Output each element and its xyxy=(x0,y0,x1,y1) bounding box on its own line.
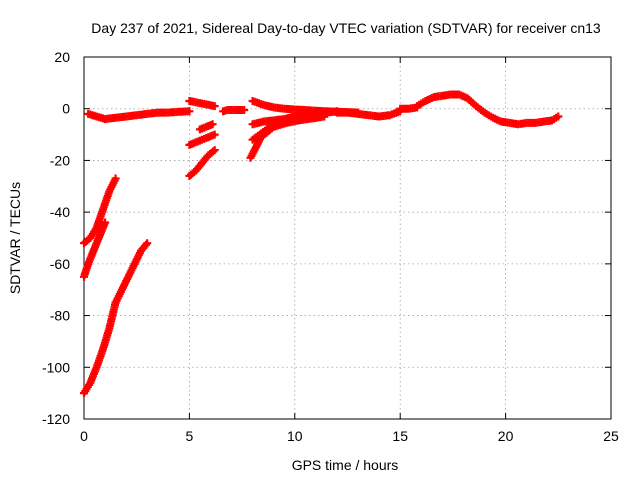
data-point xyxy=(210,130,219,139)
grid xyxy=(84,57,611,419)
series-arc-2 xyxy=(111,239,152,307)
data-markers xyxy=(80,90,563,398)
plot-frame xyxy=(83,56,612,420)
x-tick-label: 15 xyxy=(392,428,408,444)
series-arc-17 xyxy=(396,103,422,113)
series-arc-14 xyxy=(248,107,341,129)
data-point xyxy=(143,239,152,248)
data-point xyxy=(185,107,194,116)
series-arc-3 xyxy=(80,218,110,281)
data-point xyxy=(413,103,422,112)
x-tick-label: 10 xyxy=(287,428,303,444)
chart-title: Day 237 of 2021, Sidereal Day-to-day VTE… xyxy=(91,20,601,36)
series-arc-9 xyxy=(195,120,217,134)
series-arc-4 xyxy=(80,174,120,248)
series-arc-16 xyxy=(413,90,563,129)
data-point xyxy=(208,120,217,129)
axis-ticks: 0 5 10 15 20 25 20 0 -20 -40 -60 -80 -100 -120 xyxy=(42,49,619,444)
data-point xyxy=(554,112,563,121)
x-tick-label: 25 xyxy=(603,428,619,444)
x-tick-label: 20 xyxy=(498,428,514,444)
data-point xyxy=(240,106,249,114)
x-tick-label: 5 xyxy=(186,428,194,444)
x-tick-label: 0 xyxy=(80,428,88,444)
series-arc-8 xyxy=(185,130,219,149)
series-arc-5 xyxy=(84,107,194,124)
data-point xyxy=(111,174,120,183)
y-tick-label: -80 xyxy=(50,308,70,324)
y-tick-label: -120 xyxy=(42,411,70,427)
y-tick-label: -40 xyxy=(50,204,70,220)
data-point xyxy=(210,146,219,155)
data-point xyxy=(101,218,110,227)
y-tick-label: 20 xyxy=(54,49,70,65)
data-point xyxy=(142,240,150,249)
y-tick-label: 0 xyxy=(62,101,70,117)
series-arc-7 xyxy=(185,146,219,180)
y-tick-label: -60 xyxy=(50,256,70,272)
series-arc-10 xyxy=(219,106,249,116)
y-tick-label: -20 xyxy=(50,152,70,168)
x-axis-label: GPS time / hours xyxy=(292,457,399,473)
y-axis-label: SDTVAR / TECUs xyxy=(7,182,23,294)
series-arc-1 xyxy=(80,298,120,398)
y-tick-label: -100 xyxy=(42,359,70,375)
data-point xyxy=(210,102,219,111)
series-arc-6 xyxy=(185,97,219,111)
